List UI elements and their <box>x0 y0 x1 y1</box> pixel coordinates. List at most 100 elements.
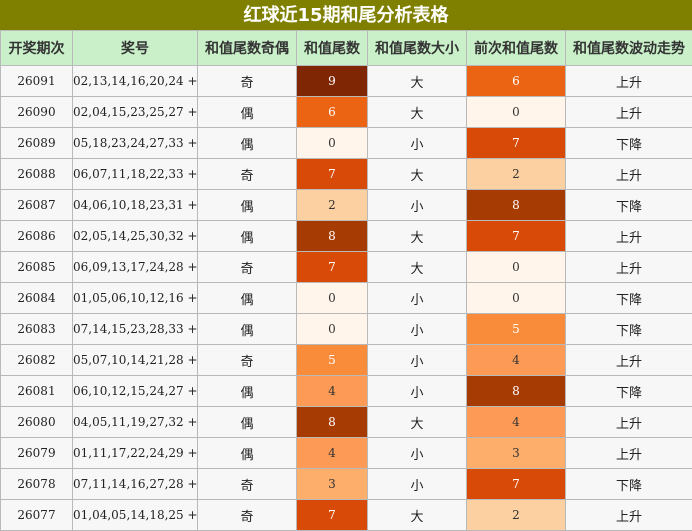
tail-cell: 7 <box>297 252 368 283</box>
size-cell: 小 <box>368 345 467 376</box>
prev-tail-cell: 4 <box>467 345 566 376</box>
prev-tail-cell: 5 <box>467 314 566 345</box>
period-cell: 26086 <box>1 221 73 252</box>
period-cell: 26091 <box>1 66 73 97</box>
parity-cell: 偶 <box>198 221 297 252</box>
size-cell: 小 <box>368 376 467 407</box>
period-cell: 26084 <box>1 283 73 314</box>
numbers-cell: 04,06,10,18,23,31 + 11 <box>73 190 198 221</box>
period-cell: 26077 <box>1 500 73 531</box>
trend-cell: 下降 <box>566 376 692 407</box>
parity-cell: 奇 <box>198 252 297 283</box>
numbers-cell: 01,05,06,10,12,16 + 05 <box>73 283 198 314</box>
parity-cell: 偶 <box>198 283 297 314</box>
period-cell: 26082 <box>1 345 73 376</box>
parity-cell: 偶 <box>198 376 297 407</box>
prev-tail-cell: 4 <box>467 407 566 438</box>
trend-cell: 下降 <box>566 128 692 159</box>
trend-cell: 上升 <box>566 159 692 190</box>
tail-cell: 4 <box>297 376 368 407</box>
header-parity: 和值尾数奇偶 <box>198 31 297 66</box>
parity-cell: 偶 <box>198 190 297 221</box>
numbers-cell: 02,13,14,16,20,24 + 05 <box>73 66 198 97</box>
period-cell: 26090 <box>1 97 73 128</box>
header-size: 和值尾数大小 <box>368 31 467 66</box>
tail-cell: 0 <box>297 314 368 345</box>
parity-cell: 偶 <box>198 97 297 128</box>
size-cell: 小 <box>368 314 467 345</box>
size-cell: 大 <box>368 97 467 128</box>
prev-tail-cell: 8 <box>467 376 566 407</box>
prev-tail-cell: 7 <box>467 469 566 500</box>
trend-cell: 上升 <box>566 438 692 469</box>
parity-cell: 偶 <box>198 314 297 345</box>
parity-cell: 奇 <box>198 469 297 500</box>
numbers-cell: 02,05,14,25,30,32 + 05 <box>73 221 198 252</box>
size-cell: 大 <box>368 500 467 531</box>
trend-cell: 下降 <box>566 314 692 345</box>
numbers-cell: 06,07,11,18,22,33 + 05 <box>73 159 198 190</box>
trend-cell: 上升 <box>566 66 692 97</box>
prev-tail-cell: 0 <box>467 283 566 314</box>
numbers-cell: 01,11,17,22,24,29 + 04 <box>73 438 198 469</box>
period-cell: 26083 <box>1 314 73 345</box>
trend-cell: 下降 <box>566 190 692 221</box>
size-cell: 大 <box>368 407 467 438</box>
trend-cell: 上升 <box>566 97 692 128</box>
period-cell: 26078 <box>1 469 73 500</box>
parity-cell: 奇 <box>198 345 297 376</box>
size-cell: 小 <box>368 438 467 469</box>
numbers-cell: 06,09,13,17,24,28 + 15 <box>73 252 198 283</box>
header-row: 开奖期次 奖号 和值尾数奇偶 和值尾数 和值尾数大小 前次和值尾数 和值尾数波动… <box>1 31 692 66</box>
prev-tail-cell: 7 <box>467 128 566 159</box>
header-prev-tail: 前次和值尾数 <box>467 31 566 66</box>
size-cell: 小 <box>368 128 467 159</box>
parity-cell: 偶 <box>198 407 297 438</box>
period-cell: 26087 <box>1 190 73 221</box>
trend-cell: 上升 <box>566 221 692 252</box>
parity-cell: 奇 <box>198 500 297 531</box>
period-cell: 26079 <box>1 438 73 469</box>
trend-cell: 上升 <box>566 407 692 438</box>
header-period: 开奖期次 <box>1 31 73 66</box>
tail-cell: 0 <box>297 283 368 314</box>
tail-cell: 9 <box>297 66 368 97</box>
tail-cell: 6 <box>297 97 368 128</box>
tail-cell: 5 <box>297 345 368 376</box>
tail-cell: 2 <box>297 190 368 221</box>
tail-cell: 0 <box>297 128 368 159</box>
prev-tail-cell: 2 <box>467 159 566 190</box>
parity-cell: 奇 <box>198 66 297 97</box>
header-numbers: 奖号 <box>73 31 198 66</box>
trend-cell: 上升 <box>566 252 692 283</box>
prev-tail-cell: 2 <box>467 500 566 531</box>
table-title: 红球近15期和尾分析表格 <box>0 0 692 30</box>
tail-analysis-table: 开奖期次 奖号 和值尾数奇偶 和值尾数 和值尾数大小 前次和值尾数 和值尾数波动… <box>0 30 692 531</box>
size-cell: 大 <box>368 66 467 97</box>
trend-cell: 上升 <box>566 500 692 531</box>
numbers-cell: 02,04,15,23,25,27 + 03 <box>73 97 198 128</box>
numbers-cell: 07,11,14,16,27,28 + 06 <box>73 469 198 500</box>
size-cell: 小 <box>368 469 467 500</box>
tail-cell: 7 <box>297 159 368 190</box>
tail-cell: 8 <box>297 221 368 252</box>
size-cell: 大 <box>368 221 467 252</box>
parity-cell: 奇 <box>198 159 297 190</box>
numbers-cell: 04,05,11,19,27,32 + 01 <box>73 407 198 438</box>
header-trend: 和值尾数波动走势 <box>566 31 692 66</box>
period-cell: 26081 <box>1 376 73 407</box>
trend-cell: 上升 <box>566 345 692 376</box>
prev-tail-cell: 6 <box>467 66 566 97</box>
